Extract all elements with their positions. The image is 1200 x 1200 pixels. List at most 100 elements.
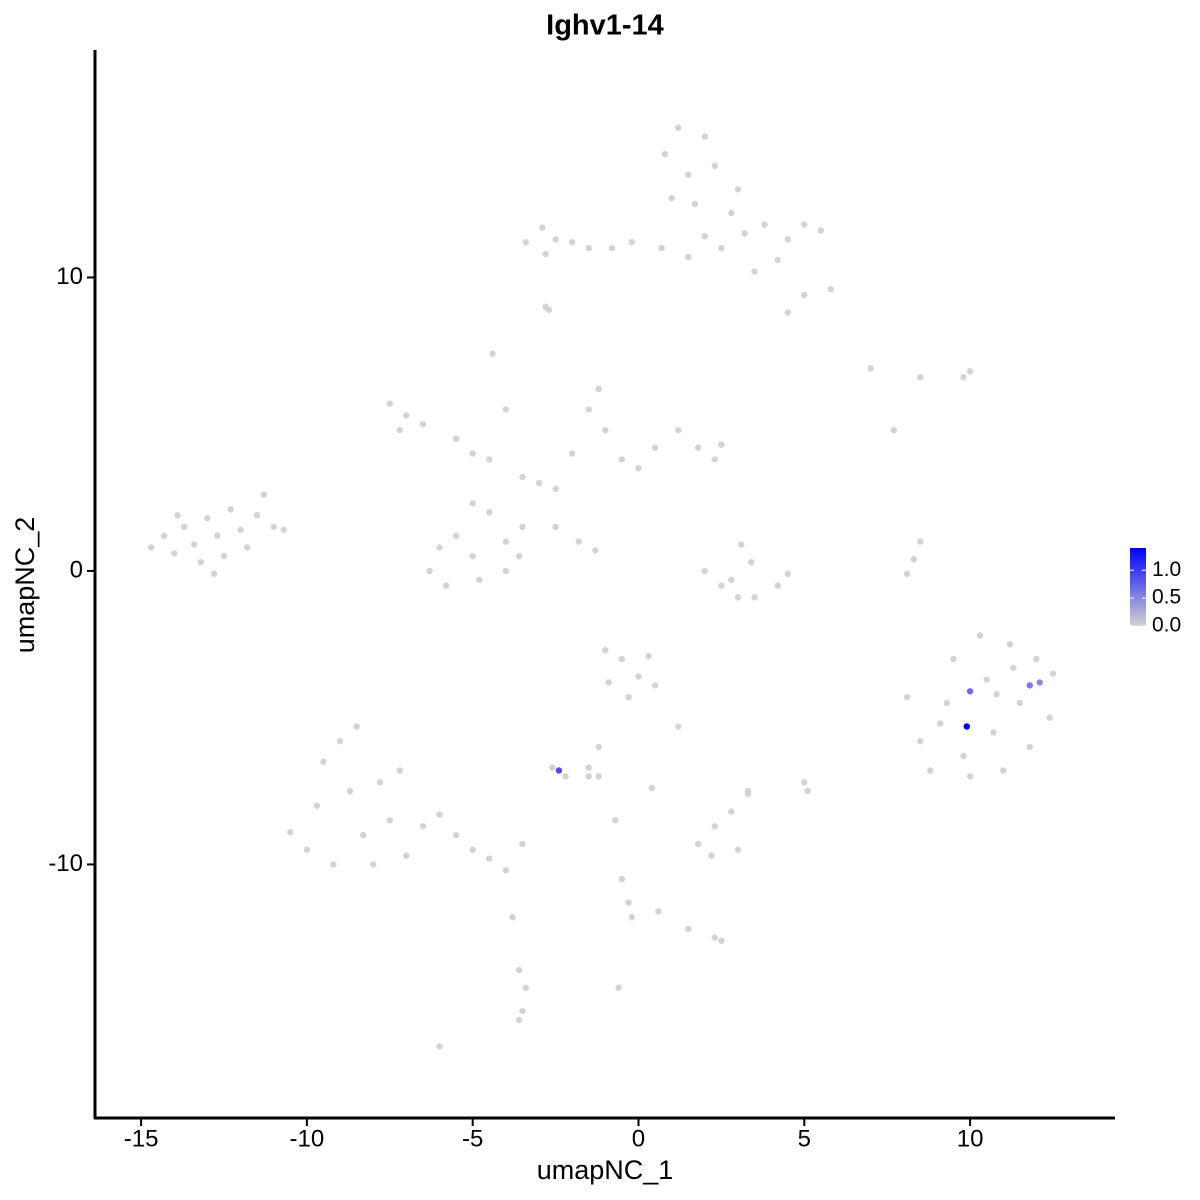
point: [147, 544, 155, 551]
point: [602, 646, 609, 654]
point: [738, 541, 745, 548]
point: [801, 291, 808, 299]
point: [522, 239, 529, 246]
point: [502, 567, 510, 575]
point: [476, 576, 483, 583]
point: [469, 450, 476, 457]
point: [635, 465, 642, 472]
point: [718, 441, 725, 448]
chart-title: Ighv1-14: [546, 10, 664, 42]
point: [376, 779, 384, 786]
x-tick-label: -5: [462, 1125, 483, 1152]
point: [469, 553, 476, 560]
point: [651, 444, 659, 451]
point: [751, 594, 758, 601]
point: [595, 385, 602, 393]
point: [963, 723, 970, 730]
point: [552, 485, 559, 492]
point: [313, 802, 321, 809]
point: [668, 195, 675, 202]
point: [585, 244, 592, 252]
colorbar: [1130, 548, 1146, 626]
point: [728, 209, 735, 217]
point: [927, 767, 934, 774]
point: [675, 723, 682, 730]
point: [552, 523, 559, 531]
point: [595, 743, 602, 751]
point: [615, 984, 622, 991]
point: [522, 984, 529, 991]
point: [711, 456, 718, 463]
point: [346, 787, 354, 795]
point: [608, 244, 616, 252]
point: [174, 511, 181, 519]
point: [685, 253, 692, 261]
point: [701, 133, 709, 140]
point: [983, 676, 990, 683]
point: [426, 567, 433, 575]
point: [635, 673, 642, 680]
point: [1026, 682, 1033, 689]
point: [675, 124, 682, 131]
point: [744, 787, 752, 795]
point: [784, 309, 791, 316]
point: [867, 365, 874, 372]
point: [602, 426, 609, 434]
point: [1049, 670, 1057, 677]
point: [801, 779, 808, 786]
point: [943, 699, 951, 707]
point: [568, 239, 576, 246]
point: [519, 523, 526, 531]
point: [419, 420, 427, 428]
point: [396, 767, 403, 774]
point: [539, 224, 546, 231]
point: [515, 553, 523, 560]
point: [966, 773, 974, 780]
point: [452, 435, 460, 443]
point: [469, 500, 476, 507]
point: [515, 1016, 523, 1024]
x-tick-label: -10: [290, 1125, 325, 1152]
point: [628, 914, 636, 921]
point: [220, 553, 228, 560]
point: [1046, 714, 1053, 721]
point: [181, 523, 188, 531]
colorbar-label: 0.5: [1152, 586, 1181, 609]
point: [655, 908, 662, 915]
point: [774, 256, 781, 264]
point: [562, 773, 569, 780]
point: [519, 1007, 526, 1015]
x-tick-label: 0: [632, 1125, 645, 1152]
point: [937, 720, 944, 727]
point: [1000, 767, 1007, 774]
point: [436, 544, 443, 551]
point: [555, 767, 563, 774]
y-tick-label: 10: [56, 263, 83, 290]
point: [651, 682, 659, 689]
point: [442, 582, 450, 589]
point: [486, 509, 493, 516]
point: [618, 655, 626, 663]
point: [542, 250, 549, 258]
point: [575, 538, 583, 545]
point: [694, 840, 702, 848]
point: [396, 426, 403, 434]
point: [386, 817, 393, 824]
point: [370, 861, 377, 868]
x-tick-label: 10: [957, 1125, 984, 1152]
point: [436, 811, 443, 818]
point: [917, 737, 924, 745]
point: [960, 374, 967, 381]
points: [147, 124, 1057, 1050]
point: [549, 764, 556, 771]
point: [801, 221, 808, 228]
point: [161, 532, 168, 539]
point: [612, 817, 619, 824]
point: [903, 570, 911, 578]
point: [976, 632, 984, 639]
point: [253, 511, 261, 519]
y-axis-label: umapNC_2: [10, 517, 40, 654]
point: [171, 550, 178, 557]
y-tick-label: -10: [48, 850, 83, 877]
point: [502, 867, 510, 874]
